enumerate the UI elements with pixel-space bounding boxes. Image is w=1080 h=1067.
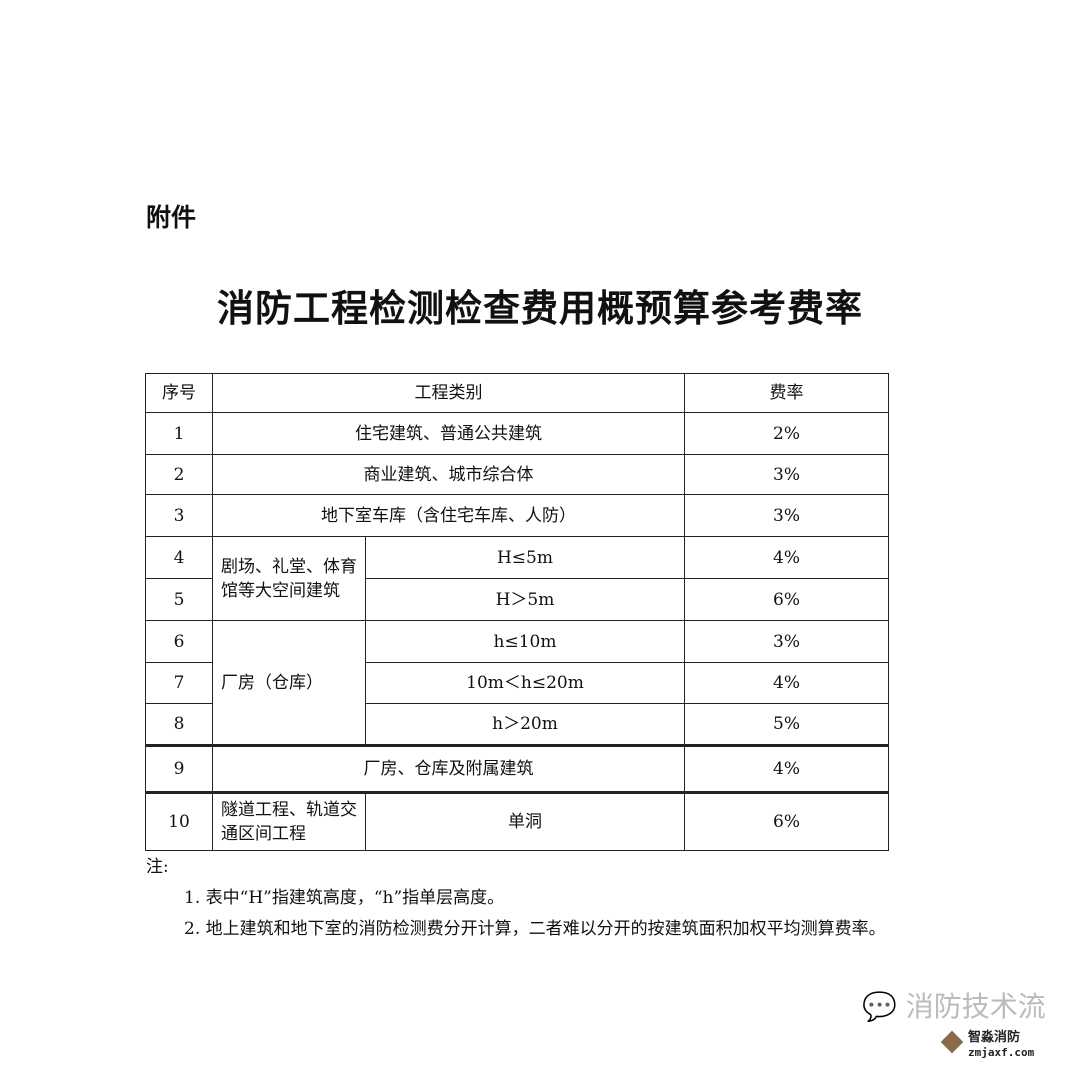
row-rate: 2% bbox=[684, 412, 889, 455]
row-no: 4 bbox=[145, 536, 213, 579]
row-sub: 单洞 bbox=[365, 791, 685, 851]
watermark-label: 消防技术流 bbox=[905, 990, 1046, 1023]
table-row: 6 厂房（仓库） h≤10m 3% bbox=[145, 620, 889, 746]
header-rate: 费率 bbox=[684, 373, 889, 413]
brand-url: zmjaxf.com bbox=[968, 1046, 1035, 1059]
header-no: 序号 bbox=[145, 373, 213, 413]
table-row: 5 H＞5m 6% bbox=[145, 578, 889, 621]
table-header-row: 序号 工程类别 费率 bbox=[145, 373, 889, 413]
attachment-label: 附件 bbox=[146, 203, 197, 232]
table-row: 4 剧场、礼堂、体育馆等大空间建筑 H≤5m 4% bbox=[145, 536, 889, 621]
watermark-text: 💬 消防技术流 bbox=[862, 992, 1046, 1022]
table-row: 1 住宅建筑、普通公共建筑 2% bbox=[145, 412, 889, 455]
rate-table: 序号 工程类别 费率 1 住宅建筑、普通公共建筑 2% 2 商业建筑、城市综合体… bbox=[145, 373, 889, 851]
row-sub: H＞5m bbox=[365, 578, 685, 621]
row-group: 剧场、礼堂、体育馆等大空间建筑 bbox=[212, 536, 366, 621]
row-sub: H≤5m bbox=[365, 536, 685, 579]
row-rate: 6% bbox=[684, 791, 889, 851]
row-group: 隧道工程、轨道交通区间工程 bbox=[212, 791, 366, 851]
table-row: 2 商业建筑、城市综合体 3% bbox=[145, 454, 889, 495]
note-item: 1. 表中“H”指建筑高度，“h”指单层高度。 bbox=[184, 888, 505, 908]
document-title: 消防工程检测检查费用概预算参考费率 bbox=[217, 286, 863, 330]
row-rate: 4% bbox=[684, 662, 889, 704]
row-category: 地下室车库（含住宅车库、人防） bbox=[212, 494, 685, 537]
brand-name: 智淼消防 bbox=[968, 1030, 1021, 1045]
row-rate: 3% bbox=[684, 494, 889, 537]
row-rate: 3% bbox=[684, 620, 889, 663]
row-rate: 5% bbox=[684, 703, 889, 746]
row-sub: h≤10m bbox=[365, 620, 685, 663]
row-group: 厂房（仓库） bbox=[212, 620, 366, 746]
row-no: 9 bbox=[145, 744, 213, 793]
row-category: 住宅建筑、普通公共建筑 bbox=[212, 412, 685, 455]
notes: 注: 1. 表中“H”指建筑高度，“h”指单层高度。 2. 地上建筑和地下室的消… bbox=[146, 852, 946, 945]
notes-label: 注: bbox=[146, 857, 169, 877]
row-no: 3 bbox=[145, 494, 213, 537]
row-no: 10 bbox=[145, 791, 213, 851]
row-category: 厂房、仓库及附属建筑 bbox=[212, 744, 685, 793]
row-no: 6 bbox=[145, 620, 213, 663]
row-category: 商业建筑、城市综合体 bbox=[212, 454, 685, 495]
row-no: 2 bbox=[145, 454, 213, 495]
note-item: 2. 地上建筑和地下室的消防检测费分开计算，二者难以分开的按建筑面积加权平均测算… bbox=[184, 919, 886, 939]
row-no: 7 bbox=[145, 662, 213, 704]
watermark-brand: 智淼消防 zmjaxf.com bbox=[940, 1030, 1035, 1060]
row-no: 5 bbox=[145, 578, 213, 621]
row-rate: 4% bbox=[684, 536, 889, 579]
row-rate: 6% bbox=[684, 578, 889, 621]
table-row: 10 隧道工程、轨道交通区间工程 单洞 6% bbox=[145, 791, 889, 851]
row-rate: 3% bbox=[684, 454, 889, 495]
table-row: 9 厂房、仓库及附属建筑 4% bbox=[145, 744, 889, 793]
table-row: 3 地下室车库（含住宅车库、人防） 3% bbox=[145, 494, 889, 537]
row-no: 8 bbox=[145, 703, 213, 746]
row-no: 1 bbox=[145, 412, 213, 455]
row-rate: 4% bbox=[684, 744, 889, 793]
table-row: 7 10m＜h≤20m 4% bbox=[145, 662, 889, 704]
brand-logo-icon bbox=[940, 1030, 964, 1054]
header-category: 工程类别 bbox=[212, 373, 685, 413]
row-sub: h＞20m bbox=[365, 703, 685, 746]
wechat-icon: 💬 bbox=[862, 990, 897, 1023]
row-sub: 10m＜h≤20m bbox=[365, 662, 685, 704]
